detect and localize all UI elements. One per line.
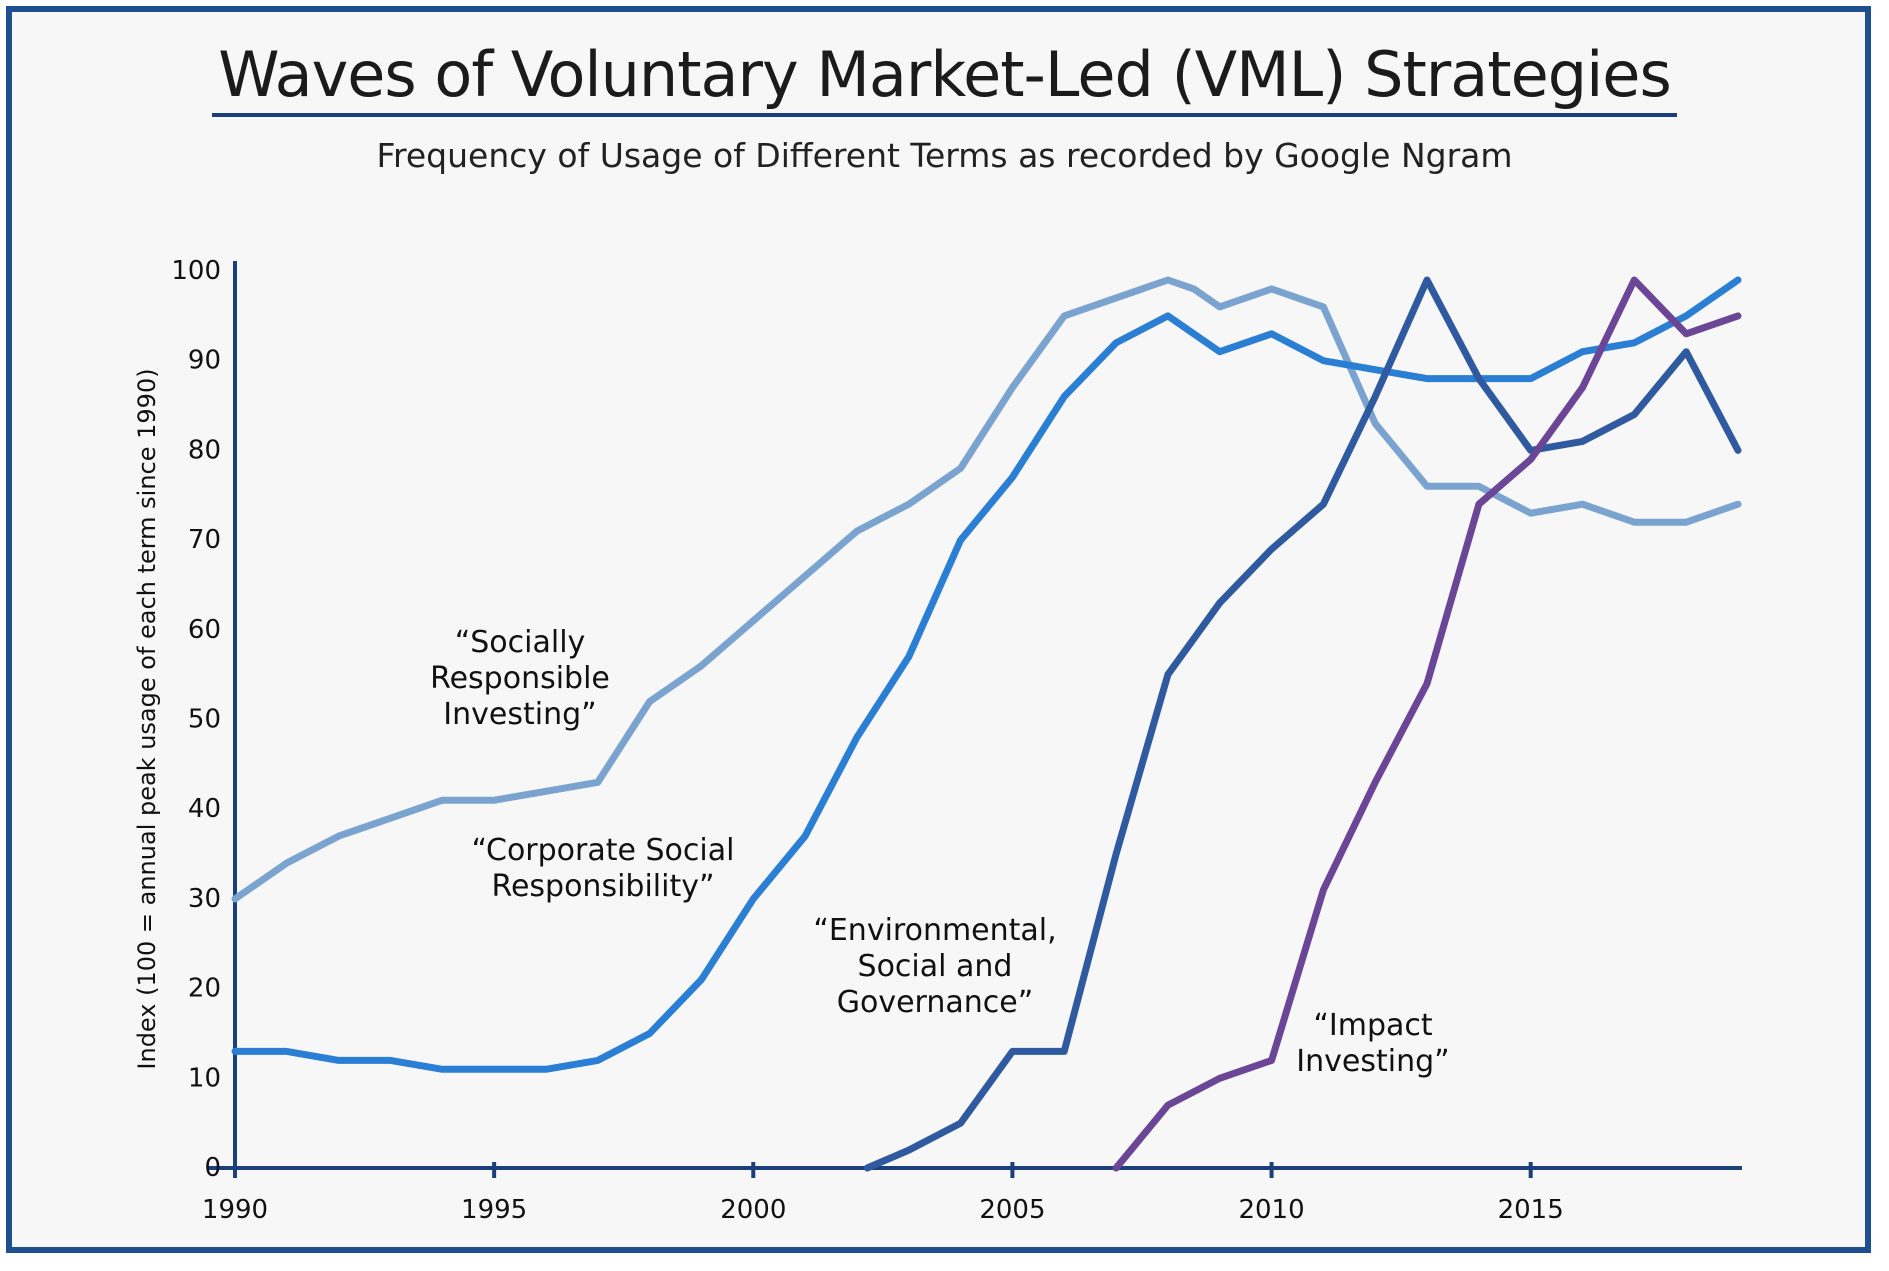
x-tick-label: 2000	[720, 1195, 786, 1225]
y-tick-label: 10	[188, 1063, 221, 1093]
y-tick-label: 30	[188, 884, 221, 914]
x-tick-label: 2010	[1238, 1195, 1304, 1225]
y-tick-label: 90	[188, 346, 221, 376]
y-tick-label: 80	[188, 435, 221, 465]
series-label-4: “Impact Investing”	[1296, 1008, 1449, 1079]
x-tick-label: 2005	[979, 1195, 1045, 1225]
y-tick-label: 70	[188, 525, 221, 555]
y-tick-label: 50	[188, 705, 221, 735]
chart-subtitle: Frequency of Usage of Different Terms as…	[376, 136, 1513, 175]
chart-title: Waves of Voluntary Market-Led (VML) Stra…	[0, 38, 1889, 117]
x-tick-label: 2015	[1498, 1195, 1564, 1225]
series-line-1	[231, 276, 1742, 903]
y-tick-label: 40	[188, 794, 221, 824]
y-axis-label: Index (100 = annual peak usage of each t…	[133, 368, 161, 1069]
y-tick-label: 60	[188, 615, 221, 645]
series-label-1: “Socially Responsible Investing”	[430, 625, 610, 732]
x-tick-label: 1995	[461, 1195, 527, 1225]
series-label-3: “Environmental, Social and Governance”	[813, 913, 1056, 1020]
chart-frame	[6, 6, 1871, 1253]
series-line-3	[863, 276, 1742, 1172]
series-line-2	[231, 276, 1742, 1073]
y-tick-label: 0	[204, 1153, 221, 1183]
y-tick-label: 100	[171, 256, 221, 286]
x-tick-label: 1990	[202, 1195, 268, 1225]
series-line-4	[1112, 276, 1742, 1172]
series-label-2: “Corporate Social Responsibility”	[472, 833, 735, 904]
y-tick-label: 20	[188, 974, 221, 1004]
